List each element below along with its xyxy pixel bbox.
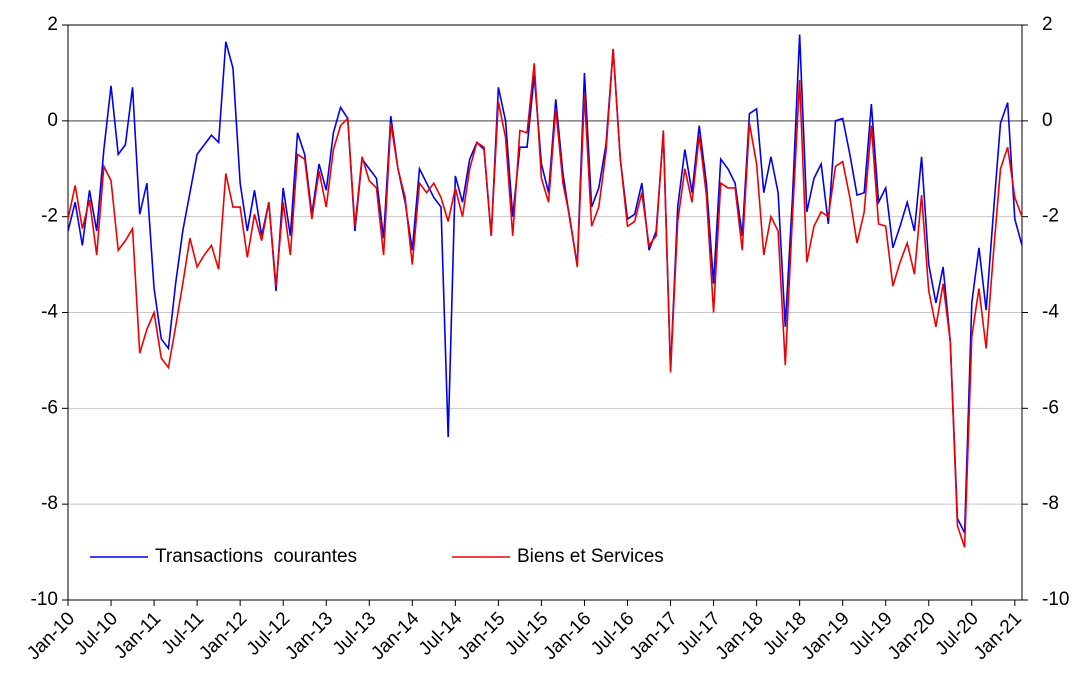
y2-tick-label: 0 <box>1042 110 1053 131</box>
x-tick-label: Jan-18 <box>712 608 768 664</box>
x-tick-label: Jan-12 <box>195 608 251 664</box>
y2-tick-label: -6 <box>1042 397 1059 418</box>
series-line <box>67 34 1023 534</box>
legend-label: Biens et Services <box>517 546 664 567</box>
x-tick-label: Jan-17 <box>626 608 682 664</box>
legend-label: Transactions courantes <box>155 546 357 567</box>
series-line <box>67 48 1023 548</box>
y2-tick-label: 2 <box>1042 14 1053 35</box>
x-tick-label: Jan-21 <box>970 608 1026 664</box>
x-tick-label: Jan-11 <box>110 608 165 663</box>
x-tick-label: Jan-19 <box>798 608 854 664</box>
plot-frame <box>67 24 1023 601</box>
x-tick-label: Jan-15 <box>454 608 510 664</box>
x-tick-label: Jan-10 <box>23 608 79 664</box>
x-tick-label: Jan-13 <box>281 608 337 664</box>
y-tick-label: 2 <box>47 14 58 35</box>
x-tick-label: Jan-20 <box>884 608 940 664</box>
y2-tick-label: -10 <box>1042 589 1069 610</box>
y2-tick-label: -4 <box>1042 302 1059 323</box>
y-tick-label: -10 <box>31 589 58 610</box>
y-tick-label: -8 <box>41 493 58 514</box>
y-tick-label: -2 <box>41 206 58 227</box>
y2-tick-label: -8 <box>1042 493 1059 514</box>
x-tick-label: Jan-14 <box>367 608 423 664</box>
y2-tick-label: -2 <box>1042 206 1059 227</box>
y-tick-label: -6 <box>41 397 58 418</box>
x-tick-label: Jan-16 <box>540 608 596 664</box>
y-tick-label: -4 <box>41 302 58 323</box>
y-tick-label: 0 <box>47 110 58 131</box>
